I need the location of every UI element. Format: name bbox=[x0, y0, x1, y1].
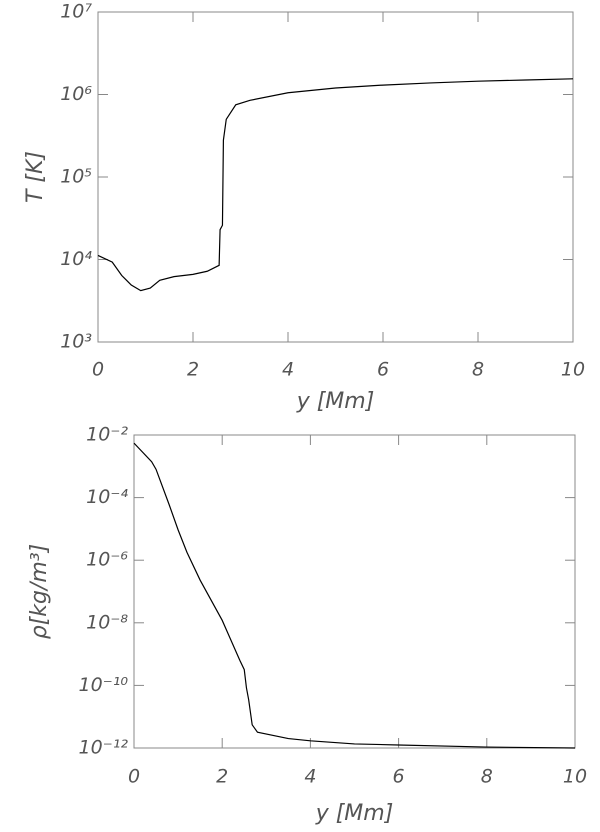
x-tick-label: 0 bbox=[128, 766, 140, 788]
x-tick-label: 6 bbox=[393, 766, 405, 788]
y-tick-label: 10⁻¹⁰ bbox=[79, 674, 129, 696]
y-axis-label: T [K] bbox=[23, 151, 48, 203]
x-tick-label: 10 bbox=[561, 359, 585, 381]
data-line bbox=[133, 442, 576, 749]
y-tick-label: 10⁴ bbox=[60, 248, 92, 270]
y-tick-label: 10⁻⁶ bbox=[86, 549, 128, 571]
plot-frame bbox=[97, 11, 574, 343]
x-tick-label: 0 bbox=[92, 359, 104, 381]
plot-frame bbox=[133, 434, 576, 749]
x-axis-label: y [Mm] bbox=[315, 801, 394, 826]
y-axis-label: ρ[kg/m³] bbox=[27, 544, 52, 640]
y-tick-label: 10⁻¹² bbox=[79, 737, 129, 759]
y-tick-label: 10⁷ bbox=[60, 1, 92, 23]
y-tick-label: 10⁻⁸ bbox=[86, 611, 128, 633]
x-tick-label: 8 bbox=[481, 766, 493, 788]
x-tick-label: 6 bbox=[377, 359, 389, 381]
x-tick-label: 2 bbox=[216, 766, 228, 788]
x-tick-label: 4 bbox=[282, 359, 294, 381]
y-tick-label: 10⁶ bbox=[60, 83, 92, 105]
data-line bbox=[97, 78, 574, 292]
x-tick-label: 4 bbox=[304, 766, 316, 788]
x-tick-label: 8 bbox=[472, 359, 484, 381]
x-tick-label: 10 bbox=[563, 766, 587, 788]
x-axis-label: y [Mm] bbox=[296, 389, 375, 414]
y-tick-label: 10⁻⁴ bbox=[86, 486, 128, 508]
y-tick-label: 10³ bbox=[60, 331, 92, 353]
y-tick-label: 10⁻² bbox=[86, 424, 128, 446]
y-tick-label: 10⁵ bbox=[60, 166, 92, 188]
x-tick-label: 2 bbox=[187, 359, 199, 381]
